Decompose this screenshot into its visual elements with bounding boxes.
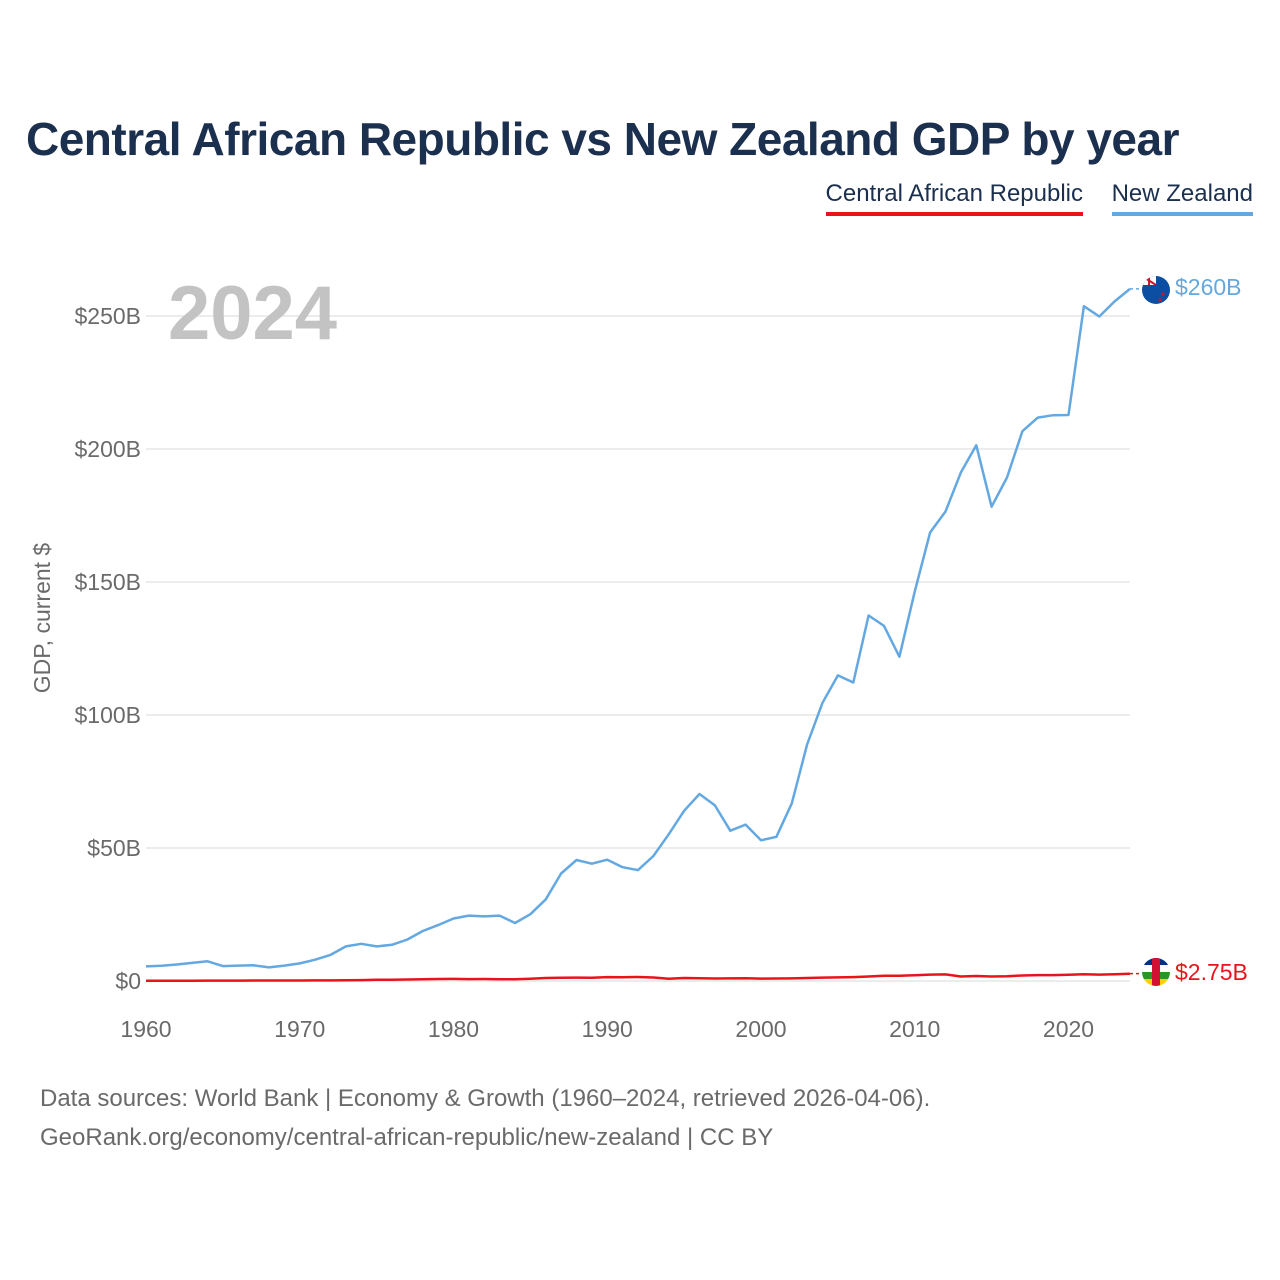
x-tick-label: 1970 xyxy=(274,1016,325,1042)
y-tick-label: $200B xyxy=(74,436,141,462)
x-tick-label: 1990 xyxy=(582,1016,633,1042)
legend-central-african-republic[interactable]: Central African Republic xyxy=(825,180,1083,216)
chart-title: Central African Republic vs New Zealand … xyxy=(26,113,1180,165)
y-tick-label: $100B xyxy=(74,702,141,728)
axes: $0 $50B $100B $150B $200B $250B 1960 1970 1980 19… xyxy=(74,303,1094,1042)
x-tick-label: 1980 xyxy=(428,1016,479,1042)
new-zealand-flag-icon xyxy=(1142,276,1170,304)
current-year-label: 2024 xyxy=(168,271,337,356)
central-african-republic-gdp-line xyxy=(146,972,1131,982)
series-lines xyxy=(145,287,1142,982)
x-tick-label: 2000 xyxy=(735,1016,786,1042)
gridlines xyxy=(146,315,1130,982)
x-tick-label: 2010 xyxy=(889,1016,940,1042)
y-tick-label: $250B xyxy=(74,303,141,329)
y-tick-label: $50B xyxy=(87,835,141,861)
source-line-2[interactable]: GeoRank.org/economy/central-african-repu… xyxy=(40,1124,774,1151)
car-end-value: $2.75B xyxy=(1175,959,1248,985)
gdp-line-chart: 2024 $0 $50B $100B $150B $200B $250B 1960 1970 1… xyxy=(29,271,1248,1042)
new-zealand-end-value: $260B xyxy=(1175,274,1242,300)
x-tick-label: 2020 xyxy=(1043,1016,1094,1042)
y-tick-label: $150B xyxy=(74,569,141,595)
central-african-republic-flag-icon xyxy=(1142,958,1170,986)
new-zealand-gdp-line xyxy=(145,287,1131,969)
y-axis-label: GDP, current $ xyxy=(29,543,55,694)
source-line-1: Data sources: World Bank | Economy & Gro… xyxy=(40,1085,931,1112)
x-tick-label: 1960 xyxy=(120,1016,171,1042)
y-tick-label: $0 xyxy=(115,968,141,994)
legend-new-zealand[interactable]: New Zealand xyxy=(1111,180,1253,216)
